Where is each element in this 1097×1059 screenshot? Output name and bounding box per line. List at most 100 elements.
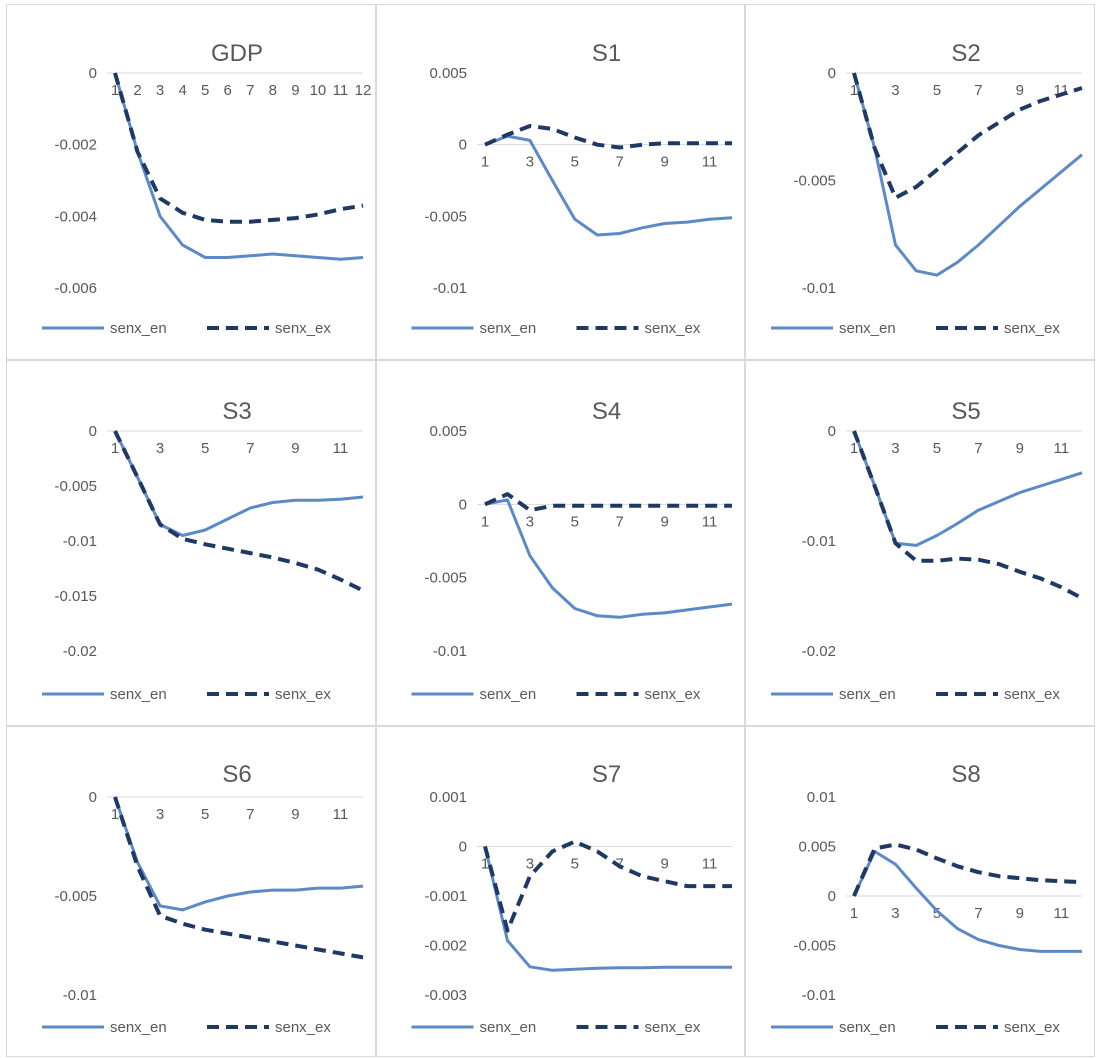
series-line-senx-ex xyxy=(484,492,732,513)
legend-label-senx-en: senx_en xyxy=(480,1019,537,1036)
x-tick-label: 8 xyxy=(269,82,277,99)
x-tick-label: 7 xyxy=(616,154,624,171)
y-tick-label: -0.01 xyxy=(63,987,97,1004)
x-tick-label: 7 xyxy=(616,513,624,530)
x-tick-label: 9 xyxy=(660,513,668,530)
chart-svg-s1: S1 0.005 0 -0.005 -0.01 1 3 5 7 9 11 senx_en senx_ex xyxy=(411,40,733,337)
x-tick-label: 11 xyxy=(1053,440,1069,457)
y-tick-label: 0 xyxy=(459,137,467,154)
y-tick-label: -0.004 xyxy=(54,208,97,225)
chart-panel-s6: S6 0 -0.005 -0.01 1 3 5 7 9 11 senx_en senx_ex xyxy=(6,726,376,1057)
y-tick-label: -0.002 xyxy=(424,938,467,955)
x-tick-label: 1 xyxy=(111,82,119,99)
legend-label-senx-en: senx_en xyxy=(480,686,537,703)
y-tick-label: -0.005 xyxy=(424,208,467,225)
y-tick-label: -0.003 xyxy=(424,987,467,1004)
chart-title-s7: S7 xyxy=(592,761,621,788)
chart-title-s8: S8 xyxy=(951,761,980,788)
x-tick-label: 3 xyxy=(526,856,534,873)
legend-label-senx-ex: senx_ex xyxy=(275,1019,331,1036)
series-line-senx-ex xyxy=(852,430,1083,600)
y-tick-label: 0 xyxy=(828,65,836,82)
series-line-senx-ex xyxy=(852,72,1083,200)
x-tick-label: 2 xyxy=(133,82,141,99)
x-tick-label: 11 xyxy=(1053,905,1069,922)
y-tick-label: -0.002 xyxy=(54,137,97,154)
x-tick-label: 1 xyxy=(850,82,858,99)
x-tick-label: 10 xyxy=(310,82,327,99)
legend-label-senx-ex: senx_ex xyxy=(1004,320,1060,337)
x-tick-label: 9 xyxy=(291,82,299,99)
series-line-senx-en xyxy=(484,134,733,237)
y-tick-label: -0.005 xyxy=(793,938,836,955)
chart-title-gdp: GDP xyxy=(211,40,263,67)
chart-panel-s2: S2 0 -0.005 -0.01 1 3 5 7 9 11 senx_en senx_ex xyxy=(745,4,1095,360)
y-tick-label: 0 xyxy=(89,423,97,440)
y-tick-label: -0.005 xyxy=(54,478,97,495)
series-line-senx-ex xyxy=(113,430,364,593)
series-line-senx-en xyxy=(483,846,732,972)
legend-label-senx-en: senx_en xyxy=(110,1019,167,1036)
y-tick-label: 0.005 xyxy=(798,839,836,856)
x-tick-label: 9 xyxy=(1016,440,1024,457)
y-tick-label: -0.01 xyxy=(802,280,836,297)
legend-label-senx-en: senx_en xyxy=(110,320,167,337)
x-tick-label: 11 xyxy=(702,513,718,530)
x-tick-label: 11 xyxy=(333,440,349,457)
y-tick-label: -0.02 xyxy=(802,643,836,660)
y-tick-label: 0.005 xyxy=(429,65,467,82)
x-tick-label: 9 xyxy=(291,440,299,457)
legend-label-senx-ex: senx_ex xyxy=(645,686,701,703)
y-tick-label: -0.015 xyxy=(54,588,97,605)
series-line-senx-en xyxy=(484,498,733,619)
x-tick-label: 7 xyxy=(246,806,254,823)
x-tick-label: 5 xyxy=(933,82,941,99)
y-tick-label: 0.001 xyxy=(429,789,467,806)
chart-title-s6: S6 xyxy=(222,761,251,788)
x-tick-label: 3 xyxy=(526,513,534,530)
chart-svg-s4: S4 0.005 0 -0.005 -0.01 1 3 5 7 9 11 senx_en senx_ex xyxy=(411,398,733,703)
series-line-senx-ex xyxy=(113,796,364,960)
chart-svg-s6: S6 0 -0.005 -0.01 1 3 5 7 9 11 senx_en senx_ex xyxy=(42,761,364,1036)
chart-panel-gdp: GDP 0 -0.002 -0.004 -0.006 1 2 3 4 5 6 7 8 9 10 11 12 sen… xyxy=(6,4,376,360)
x-tick-label: 1 xyxy=(111,806,119,823)
series-line-senx-en xyxy=(852,72,1083,277)
x-tick-label: 3 xyxy=(891,440,899,457)
series-line-senx-ex xyxy=(483,839,732,933)
y-tick-label: 0 xyxy=(459,839,467,856)
legend-label-senx-ex: senx_ex xyxy=(1004,1019,1060,1036)
x-tick-label: 9 xyxy=(1016,82,1024,99)
x-tick-label: 9 xyxy=(660,856,668,873)
x-tick-label: 6 xyxy=(224,82,232,99)
chart-panel-s8: S8 0.01 0.005 0 -0.005 -0.01 1 3 5 7 9 11 senx_en sen… xyxy=(745,726,1095,1057)
y-tick-label: -0.001 xyxy=(424,888,467,905)
y-tick-label: 0 xyxy=(459,496,467,513)
x-tick-label: 5 xyxy=(933,440,941,457)
y-tick-label: -0.01 xyxy=(433,280,467,297)
x-tick-label: 11 xyxy=(702,154,718,171)
x-tick-label: 1 xyxy=(481,154,489,171)
legend-label-senx-en: senx_en xyxy=(480,320,537,337)
x-tick-label: 1 xyxy=(481,513,489,530)
series-line-senx-en xyxy=(852,850,1082,953)
x-tick-label: 11 xyxy=(333,82,349,99)
y-tick-label: -0.005 xyxy=(424,570,467,587)
y-tick-label: -0.01 xyxy=(802,533,836,550)
y-tick-label: -0.01 xyxy=(802,987,836,1004)
y-tick-label: 0 xyxy=(89,65,97,82)
chart-title-s1: S1 xyxy=(592,40,621,67)
chart-panel-s1: S1 0.005 0 -0.005 -0.01 1 3 5 7 9 11 senx_en senx_ex xyxy=(376,4,745,360)
x-tick-label: 11 xyxy=(333,806,349,823)
series-line-senx-en xyxy=(113,430,364,537)
x-tick-label: 3 xyxy=(156,440,164,457)
chart-svg-s5: S5 0 -0.01 -0.02 1 3 5 7 9 11 senx_en senx_ex xyxy=(771,398,1083,703)
y-tick-label: 0 xyxy=(89,789,97,806)
x-tick-label: 1 xyxy=(481,856,489,873)
x-tick-label: 5 xyxy=(571,513,579,530)
x-tick-label: 7 xyxy=(974,905,982,922)
x-tick-label: 3 xyxy=(891,82,899,99)
series-line-senx-en xyxy=(113,72,364,261)
x-tick-label: 3 xyxy=(526,154,534,171)
x-tick-label: 11 xyxy=(702,856,718,873)
